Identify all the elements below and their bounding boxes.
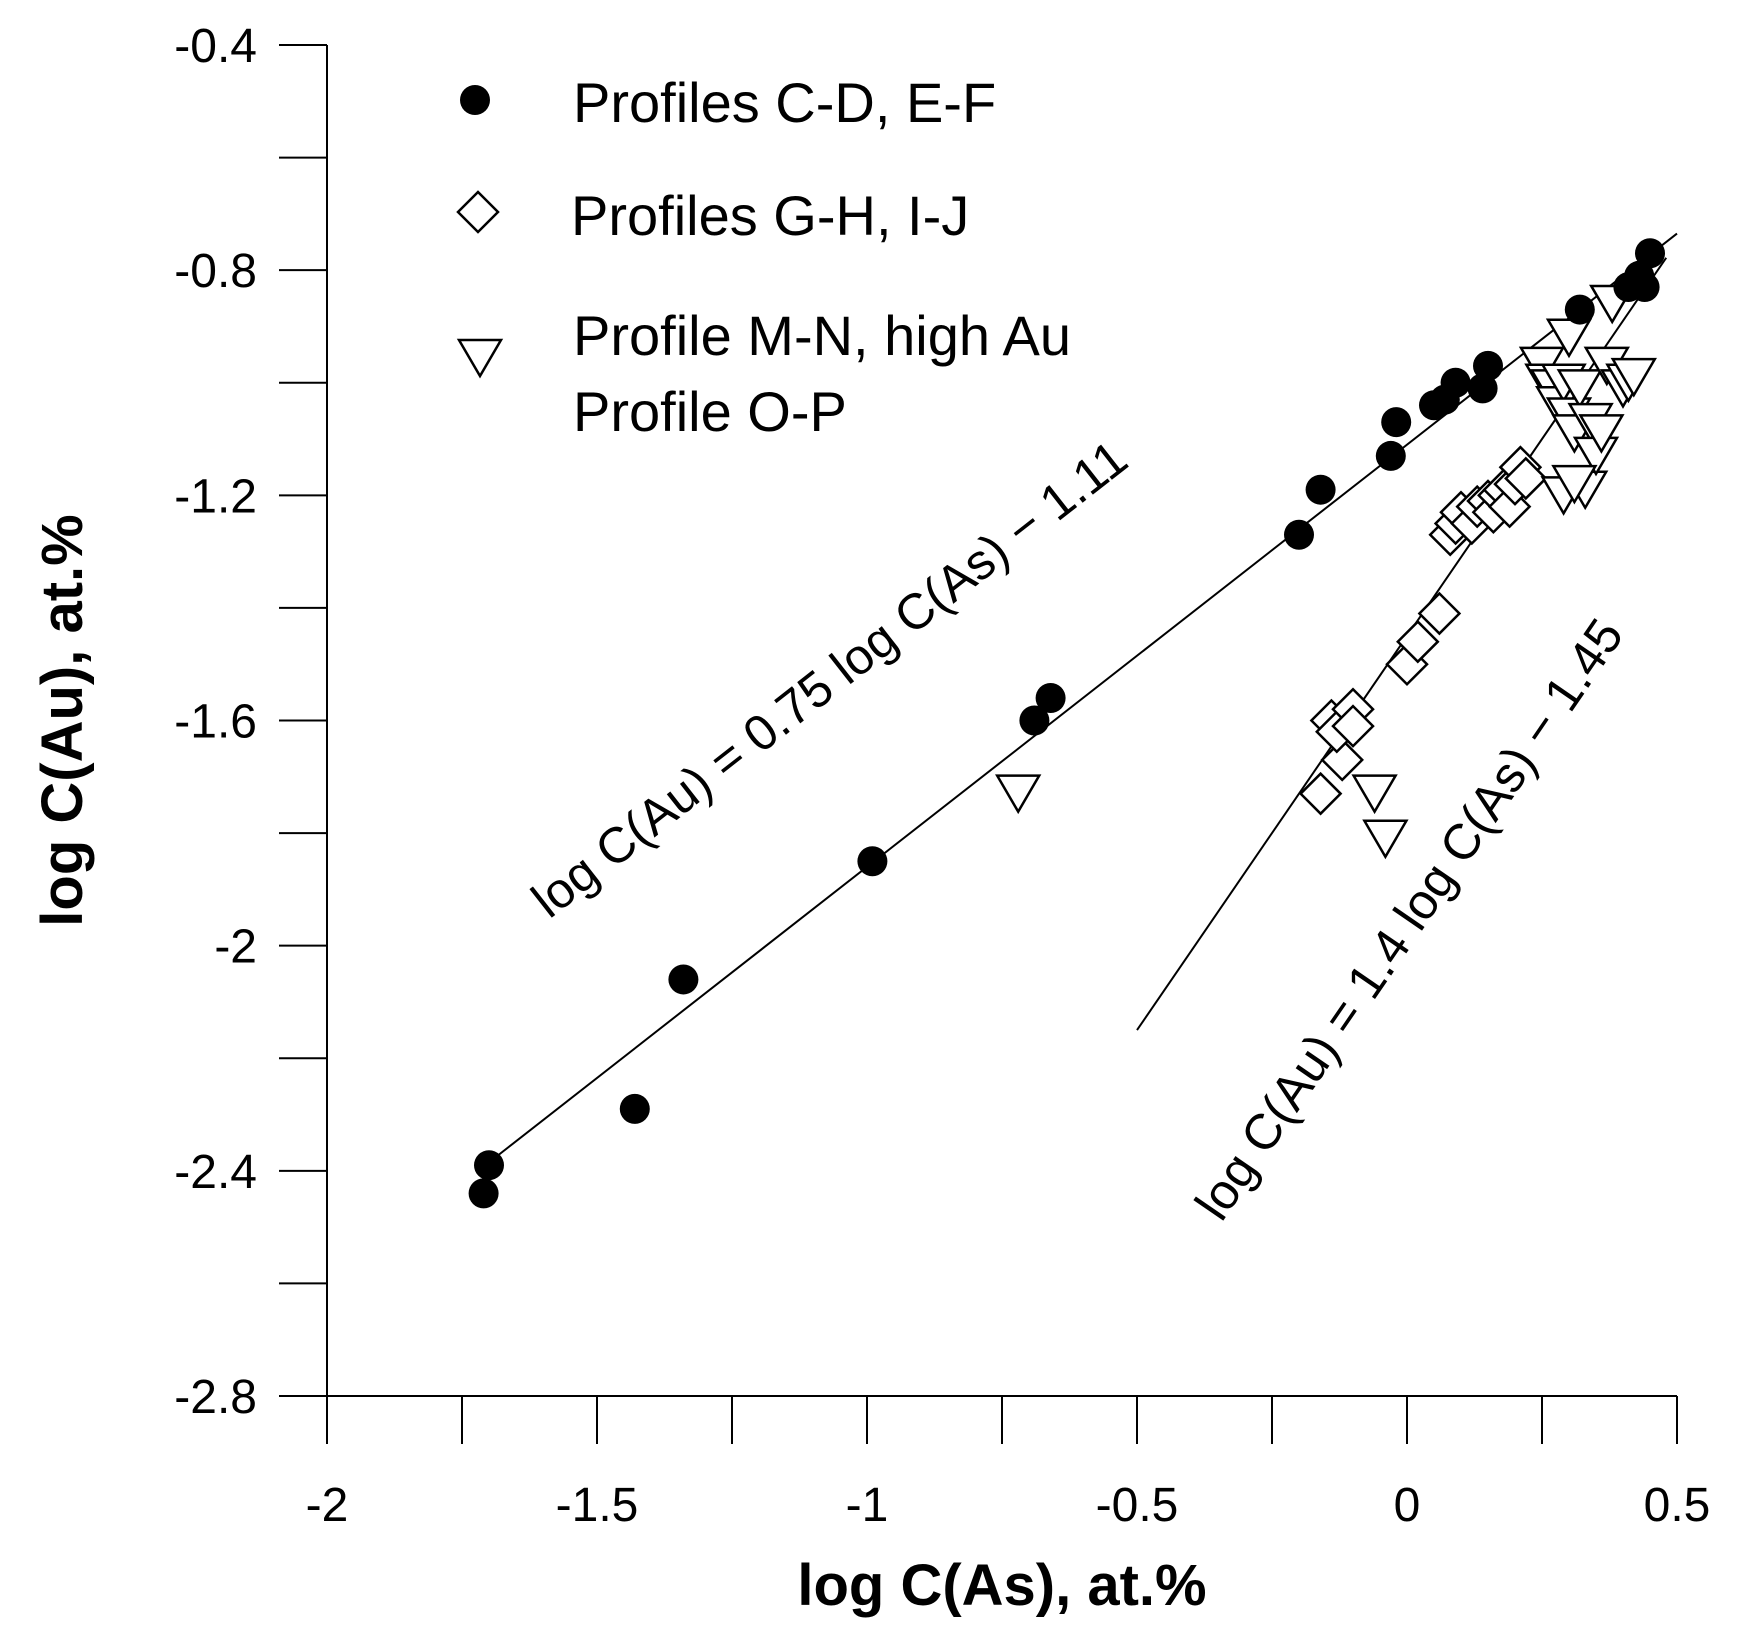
data-point bbox=[1473, 350, 1503, 381]
axes: -0.4 -0.8 -1.2 -1.6 -2 -2.4 -2.8 -2 -1.5 -1 -0.5 0 0… bbox=[174, 20, 1710, 1532]
axis-titles: log C(As), at.% log C(Au), at.% bbox=[30, 514, 1207, 1618]
y-axis-title: log C(Au), at.% bbox=[30, 514, 95, 926]
x-tick-label: -1 bbox=[846, 1479, 889, 1532]
data-point bbox=[1362, 819, 1409, 860]
y-tick-label: -2 bbox=[214, 921, 257, 974]
legend-label-1: Profiles C-D, E-F bbox=[573, 71, 996, 134]
data-point bbox=[995, 774, 1042, 815]
data-point bbox=[1610, 357, 1657, 398]
legend-marker-3 bbox=[456, 338, 504, 379]
data-point bbox=[1375, 440, 1406, 471]
fit-equation-label-1: log C(Au) = 0.75 log C(As) − 1.11 bbox=[521, 430, 1137, 929]
data-point bbox=[1305, 474, 1336, 505]
y-tick-label: -2.4 bbox=[174, 1146, 257, 1199]
x-tick-label: 0.5 bbox=[1644, 1479, 1711, 1532]
data-point bbox=[1417, 591, 1462, 636]
x-axis-title: log C(As), at.% bbox=[797, 1553, 1206, 1618]
legend-label-2: Profiles G-H, I-J bbox=[571, 184, 969, 247]
legend: Profiles C-D, E-F Profiles G-H, I-J Profil… bbox=[456, 71, 1071, 443]
x-tick-label: -1.5 bbox=[556, 1479, 639, 1532]
data-point bbox=[1556, 369, 1603, 409]
y-tick-label: -2.8 bbox=[174, 1371, 257, 1424]
data-point bbox=[1331, 704, 1375, 748]
y-tick-label: -0.8 bbox=[174, 245, 257, 298]
series-1 bbox=[468, 238, 1665, 1209]
legend-label-3-line-2: Profile O-P bbox=[573, 380, 847, 443]
x-tick-label: -2 bbox=[306, 1479, 349, 1532]
fit-equation-label-2: log C(Au) = 1.4 log C(As) − 1.45 bbox=[1184, 609, 1634, 1230]
data-point bbox=[1551, 464, 1598, 505]
y-tick-label: -0.4 bbox=[174, 20, 257, 73]
data-point bbox=[468, 1178, 499, 1209]
data-point bbox=[1440, 367, 1471, 398]
data-point bbox=[1629, 272, 1660, 303]
data-point bbox=[1019, 705, 1050, 736]
data-point bbox=[1320, 738, 1364, 782]
y-tick-label: -1.2 bbox=[174, 470, 257, 523]
data-point bbox=[1381, 407, 1412, 438]
legend-marker-2 bbox=[456, 190, 500, 234]
data-points bbox=[468, 238, 1665, 1209]
legend-label-3-line-1: Profile M-N, high Au bbox=[573, 304, 1071, 367]
data-point bbox=[1504, 456, 1548, 501]
series-2 bbox=[1298, 445, 1548, 816]
series-3 bbox=[995, 284, 1657, 860]
data-point bbox=[1035, 682, 1066, 713]
data-point bbox=[1467, 373, 1498, 404]
x-tick-label: 0 bbox=[1394, 1479, 1421, 1532]
data-point bbox=[1284, 519, 1314, 550]
data-point bbox=[474, 1150, 504, 1181]
data-point bbox=[619, 1093, 650, 1124]
data-point bbox=[668, 964, 699, 995]
x-tick-label: -0.5 bbox=[1096, 1479, 1179, 1532]
data-point bbox=[1298, 771, 1343, 816]
data-point bbox=[857, 846, 888, 877]
data-point bbox=[1351, 774, 1398, 815]
data-point bbox=[1396, 619, 1440, 664]
data-point bbox=[1578, 414, 1625, 454]
legend-marker-1 bbox=[460, 85, 490, 115]
y-tick-label: -1.6 bbox=[174, 696, 257, 749]
data-point bbox=[1564, 294, 1595, 325]
data-point bbox=[1635, 238, 1665, 269]
